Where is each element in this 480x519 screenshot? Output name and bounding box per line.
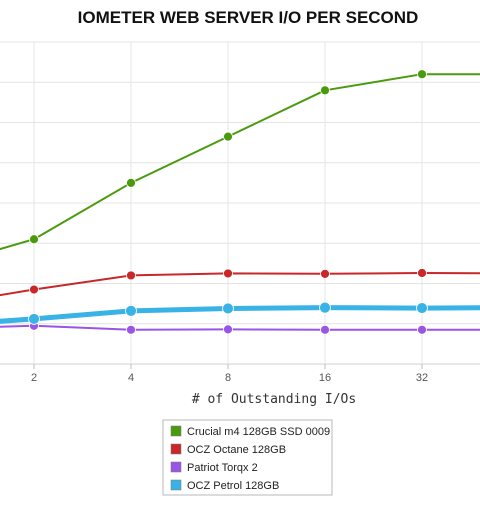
x-axis-label: # of Outstanding I/Os xyxy=(192,392,356,407)
x-tick-labels: 2 4 8 16 32 xyxy=(31,372,428,384)
legend-swatch xyxy=(170,425,182,437)
data-point xyxy=(320,268,330,279)
series-layer xyxy=(0,69,480,335)
legend-label: OCZ Petrol 128GB xyxy=(187,480,279,492)
chart-title: IOMETER WEB SERVER I/O PER SECOND xyxy=(78,8,419,27)
series-0 xyxy=(0,69,480,251)
legend: Crucial m4 128GB SSD 0009 OCZ Octane 128G… xyxy=(162,419,333,496)
data-point xyxy=(29,284,39,295)
data-point xyxy=(223,131,233,142)
x-tick-label: 8 xyxy=(225,372,231,384)
data-point xyxy=(29,234,39,245)
legend-swatch xyxy=(170,461,182,473)
data-point xyxy=(126,177,136,188)
legend-label: Crucial m4 128GB SSD 0009 xyxy=(187,426,330,438)
series-3 xyxy=(0,301,480,325)
series-line xyxy=(0,305,480,324)
legend-swatch xyxy=(170,443,182,455)
data-point xyxy=(319,301,331,314)
x-tick-label: 32 xyxy=(416,372,428,384)
data-point xyxy=(126,324,136,335)
data-point xyxy=(223,268,233,279)
series-1 xyxy=(0,268,480,297)
legend-label: Patriot Torqx 2 xyxy=(187,462,258,474)
series-line xyxy=(0,73,480,251)
data-point xyxy=(28,313,40,325)
data-point xyxy=(222,302,234,315)
data-point xyxy=(416,302,428,314)
data-point xyxy=(417,268,427,278)
data-point xyxy=(417,69,427,80)
grid-layer xyxy=(0,41,480,369)
series-line xyxy=(0,272,480,297)
x-tick-label: 16 xyxy=(319,372,331,384)
legend-label: OCZ Octane 128GB xyxy=(187,444,286,456)
data-point xyxy=(320,85,330,96)
x-tick-label: 2 xyxy=(31,372,37,384)
data-point xyxy=(223,324,233,335)
legend-swatch xyxy=(170,479,182,491)
data-point xyxy=(126,270,136,281)
series-2 xyxy=(0,320,480,335)
legend-box xyxy=(162,419,333,496)
series-line xyxy=(0,324,480,331)
x-tick-label: 4 xyxy=(128,372,134,384)
data-point xyxy=(125,304,137,317)
data-point xyxy=(320,324,330,335)
data-point xyxy=(417,324,427,335)
